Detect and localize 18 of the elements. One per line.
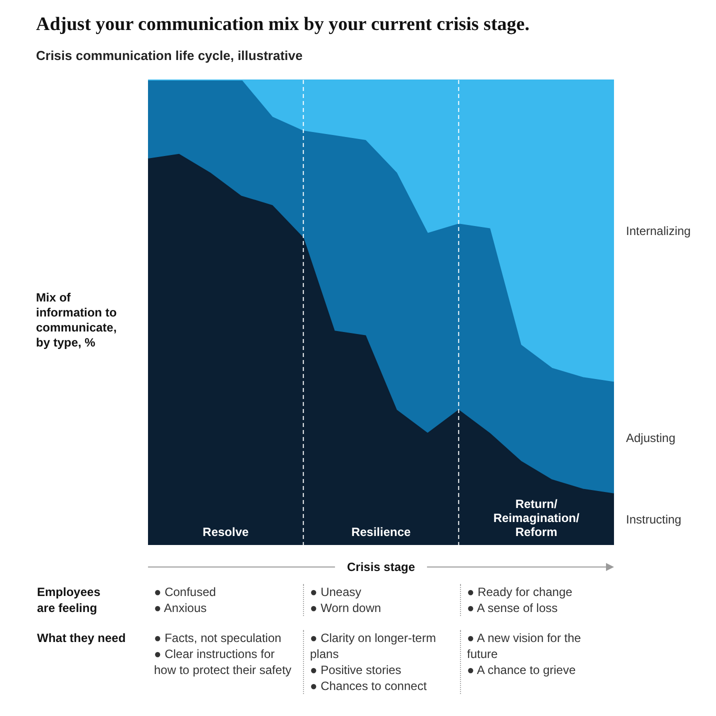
annotation: Resilience bbox=[351, 525, 412, 539]
text: Employees are feeling bbox=[37, 584, 102, 616]
text: ● Uneasy ● Worn down bbox=[303, 584, 460, 616]
text: ● Clarity on longer-term plans ● Positive stories ● Chances to connect bbox=[303, 630, 460, 694]
text: ● Ready for change ● A sense of loss bbox=[460, 584, 614, 616]
chart-title: Adjust your communication mix by your current crisis stage. bbox=[36, 14, 530, 36]
series-label: Adjusting bbox=[626, 431, 676, 446]
annotation: Return/ Reimagination/ Reform bbox=[493, 497, 580, 539]
text: What they need bbox=[37, 630, 127, 647]
series-label: Instructing bbox=[626, 512, 682, 526]
annotation: Resolve bbox=[202, 525, 250, 539]
chart-subtitle: Crisis communication life cycle, illustrative bbox=[36, 48, 303, 63]
text: ● Confused ● Anxious bbox=[153, 584, 217, 616]
y-axis-title: Mix of information to communicate, by type, % bbox=[36, 290, 117, 350]
x-axis-title: Crisis stage bbox=[346, 560, 416, 574]
text: ● Facts, not speculation ● Clear instructions for how to protect their safety bbox=[153, 630, 292, 679]
text: ● A new vision for the future ● A chance to grieve bbox=[460, 630, 614, 694]
series-label: Internalizing bbox=[626, 224, 691, 238]
